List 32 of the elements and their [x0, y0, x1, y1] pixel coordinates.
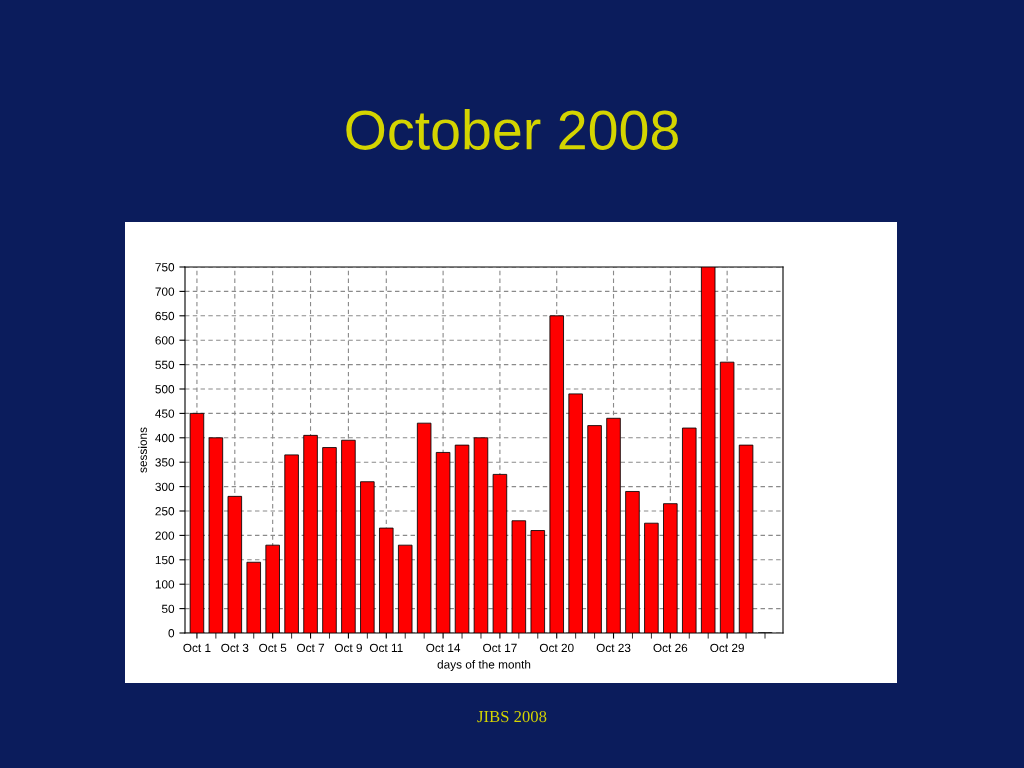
y-tick-label: 250 [155, 507, 175, 516]
y-tick-label: 450 [155, 409, 175, 418]
y-tick-label: 300 [155, 482, 175, 491]
y-tick-label: 50 [161, 604, 175, 613]
y-tick-label: 650 [155, 311, 175, 321]
x-tick-label: Oct 1 [183, 643, 211, 653]
chart-title: October 2008 [346, 109, 678, 150]
y-tick-label: 750 [155, 263, 175, 272]
y-tick-label: 150 [155, 555, 175, 565]
y-tick-label: 500 [155, 385, 175, 394]
x-tick-label: Oct 20 [539, 643, 574, 653]
x-tick-label: Oct 14 [426, 643, 461, 653]
x-tick-label: Oct 3 [221, 643, 249, 653]
y-tick-label: 550 [155, 360, 175, 369]
text: JIBS 2008 [477, 710, 547, 723]
y-tick-label: 700 [155, 287, 175, 296]
y-tick-label: 100 [155, 580, 175, 589]
x-tick-label: Oct 5 [259, 643, 287, 653]
y-tick-label: 0 [168, 629, 175, 638]
x-tick-label: Oct 7 [297, 643, 325, 653]
x-tick-label: Oct 26 [653, 643, 688, 653]
y-tick-label: 400 [155, 433, 175, 443]
y-tick-label: 350 [155, 458, 175, 467]
x-axis-title: days of the month [437, 659, 531, 671]
x-tick-label: Oct 11 [369, 643, 403, 653]
x-tick-label: Oct 9 [334, 643, 362, 653]
x-tick-label: Oct 23 [596, 643, 631, 653]
x-tick-label: Oct 29 [710, 643, 744, 653]
x-tick-label: Oct 17 [483, 643, 517, 653]
y-axis-title: sessions [138, 427, 147, 473]
y-tick-label: 200 [155, 531, 175, 540]
y-tick-label: 600 [155, 336, 175, 345]
